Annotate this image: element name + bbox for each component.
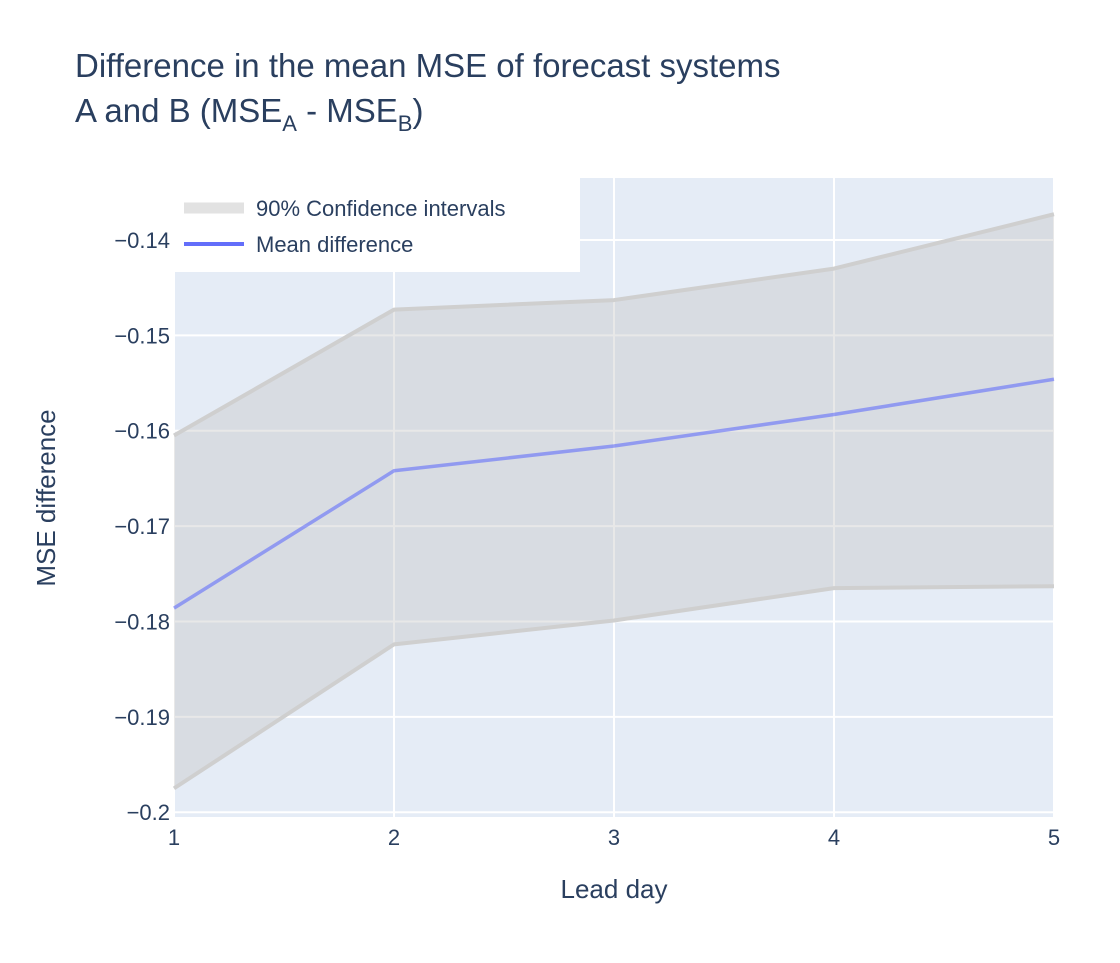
- y-tick-label: −0.14: [114, 228, 170, 253]
- title-line-1: Difference in the mean MSE of forecast s…: [75, 47, 781, 84]
- mean-difference-line: [173, 377, 1055, 610]
- x-axis-ticks: 1 2 3 4 5: [168, 825, 1060, 850]
- grid-layer: [173, 178, 1055, 817]
- y-axis-title: MSE difference: [31, 409, 61, 586]
- confidence-lower-line: [172, 584, 1055, 791]
- title-line-2-prefix: A and B (MSE: [75, 92, 282, 129]
- legend-background: [174, 178, 580, 272]
- y-axis-ticks: −0.2 −0.19 −0.18 −0.17 −0.16 −0.15 −0.14: [114, 228, 170, 825]
- title-line-2: A and B (MSEA - MSEB): [75, 92, 423, 136]
- legend: 90% Confidence intervals Mean difference: [174, 178, 580, 272]
- y-tick-label: −0.19: [114, 705, 170, 730]
- legend-label-mean: Mean difference: [256, 232, 413, 257]
- title-subscript-a: A: [282, 111, 297, 136]
- x-tick-label: 5: [1048, 825, 1060, 850]
- x-axis-title: Lead day: [561, 874, 668, 904]
- y-tick-label: −0.18: [114, 609, 170, 634]
- x-tick-label: 4: [828, 825, 840, 850]
- chart-title: Difference in the mean MSE of forecast s…: [75, 47, 781, 136]
- x-tick-label: 1: [168, 825, 180, 850]
- confidence-upper-line: [173, 212, 1055, 438]
- x-tick-label: 2: [388, 825, 400, 850]
- title-line-2-suffix: ): [412, 92, 423, 129]
- y-tick-label: −0.2: [127, 800, 170, 825]
- y-tick-label: −0.17: [114, 514, 170, 539]
- confidence-band-fill: [174, 214, 1054, 789]
- x-tick-label: 3: [608, 825, 620, 850]
- y-tick-label: −0.15: [114, 323, 170, 348]
- y-tick-label: −0.16: [114, 419, 170, 444]
- legend-label-confidence: 90% Confidence intervals: [256, 196, 505, 221]
- data-layer: [172, 212, 1055, 791]
- title-line-2-mid: - MSE: [297, 92, 398, 129]
- title-subscript-b: B: [398, 111, 413, 136]
